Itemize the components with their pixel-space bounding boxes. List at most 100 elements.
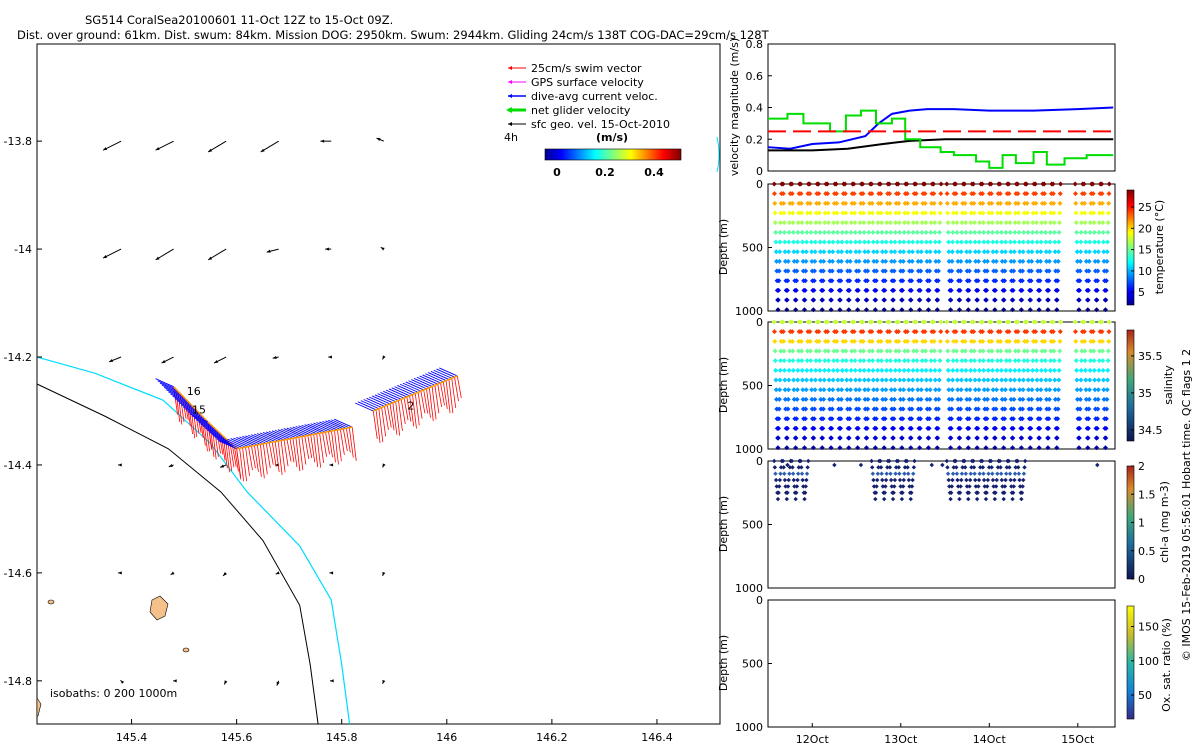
geo-vector-head	[118, 463, 122, 467]
salinity-point	[853, 387, 859, 393]
temperature-point	[861, 239, 867, 245]
temperature-point	[985, 239, 991, 245]
chlorophyll-point	[945, 465, 950, 470]
temperature-point	[1051, 229, 1057, 235]
temperature-point	[937, 200, 943, 206]
temperature-point	[811, 287, 817, 293]
temperature-point	[1015, 200, 1021, 206]
geo-vector-head	[328, 355, 332, 359]
temperature-ylabel: Depth (m)	[717, 219, 730, 275]
salinity-point	[875, 358, 881, 364]
salinity-point	[818, 396, 824, 402]
salinity-point	[851, 338, 857, 344]
chlorophyll-point	[974, 496, 980, 502]
chlorophyll-point	[899, 496, 905, 502]
temperature-point	[811, 278, 817, 284]
salinity-point	[1056, 377, 1062, 383]
oxygen-colorbar-tick-label: 100	[1138, 655, 1159, 668]
swim-vector	[440, 382, 445, 406]
temperature-point	[1018, 307, 1024, 313]
date-xtick-label: 15Oct	[1061, 733, 1095, 746]
temperature-point	[1052, 239, 1058, 245]
geo-vector-head	[329, 463, 334, 467]
salinity-point	[919, 358, 925, 364]
salinity-point	[1033, 329, 1039, 335]
temperature-point	[803, 258, 809, 264]
salinity-point	[906, 396, 912, 402]
salinity-point	[799, 358, 805, 364]
salinity-point	[839, 387, 845, 393]
temperature-point	[856, 268, 862, 274]
temperature-point	[997, 181, 1003, 187]
geo-vector-head	[272, 355, 277, 360]
temperature-point	[782, 239, 788, 245]
salinity-point	[1035, 396, 1041, 402]
temperature-point	[813, 220, 819, 226]
salinity-point	[825, 329, 831, 335]
temperature-point	[910, 220, 916, 226]
salinity-point	[1024, 348, 1030, 354]
salinity-point	[924, 396, 930, 402]
salinity-point	[870, 358, 876, 364]
swim-vector	[262, 443, 268, 475]
temperature-point	[1021, 229, 1027, 235]
temperature-point	[928, 210, 934, 216]
salinity-point	[860, 319, 866, 325]
temperature-point	[1025, 220, 1031, 226]
salinity-point	[905, 338, 911, 344]
salinity-point	[976, 387, 982, 393]
temperature-point	[1105, 210, 1111, 216]
chlorophyll-point	[893, 465, 899, 470]
chlorophyll-point	[911, 465, 917, 470]
salinity-point	[923, 348, 929, 354]
swim-vector	[378, 408, 384, 443]
salinity-point	[811, 416, 817, 422]
temperature-point	[1072, 191, 1078, 197]
temperature-point	[794, 278, 800, 284]
salinity-point	[1105, 367, 1111, 373]
chlorophyll-point	[1022, 458, 1028, 464]
chlorophyll-point	[784, 496, 790, 502]
salinity-point	[829, 425, 835, 431]
geo-vector-head	[220, 464, 225, 468]
dac-vector	[316, 422, 335, 431]
chlorophyll-point	[878, 465, 884, 470]
temperature-point	[848, 220, 854, 226]
salinity-point	[1030, 358, 1036, 364]
temperature-point	[1100, 229, 1106, 235]
temperature-point	[937, 220, 943, 226]
chlorophyll-point	[785, 490, 790, 495]
salinity-point	[816, 338, 822, 344]
temperature-point	[908, 307, 914, 313]
temperature-point	[890, 297, 896, 303]
temperature-point	[1034, 229, 1040, 235]
chlorophyll-point	[962, 458, 967, 464]
map-xtick-label: 146.4	[641, 731, 673, 744]
temperature-point	[866, 239, 872, 245]
temperature-point	[1016, 239, 1022, 245]
temperature-point	[1037, 278, 1043, 284]
salinity-point	[857, 377, 863, 383]
temperature-point	[773, 249, 779, 255]
swim-vector	[268, 442, 274, 465]
swim-vector	[451, 378, 457, 408]
reef-island	[47, 599, 55, 605]
temperature-point	[927, 258, 933, 264]
temperature-point	[821, 258, 827, 264]
temperature-point	[974, 307, 980, 313]
salinity-point	[830, 396, 836, 402]
dac-vector	[366, 397, 385, 407]
temperature-point	[1025, 229, 1031, 235]
salinity-point	[976, 396, 982, 402]
salinity-point	[926, 416, 932, 422]
salinity-point	[837, 445, 843, 451]
salinity-point	[830, 377, 836, 383]
swim-vector	[428, 387, 434, 422]
salinity-point	[896, 338, 902, 344]
date-xtick-label: 14Oct	[973, 733, 1007, 746]
salinity-point	[928, 348, 934, 354]
chlorophyll-point	[885, 465, 890, 470]
salinity-point	[962, 338, 968, 344]
chlorophyll-point	[991, 484, 996, 489]
